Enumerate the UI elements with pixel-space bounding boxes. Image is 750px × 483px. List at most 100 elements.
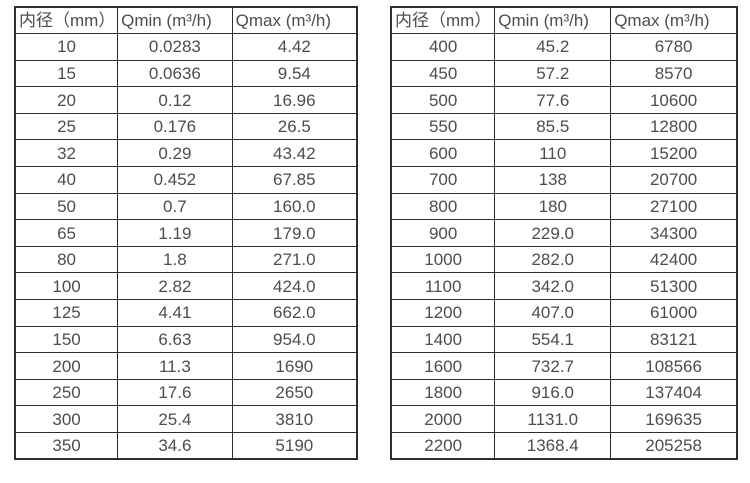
table-cell: 51300 xyxy=(610,272,738,301)
table-cell: 180 xyxy=(494,192,612,221)
table-cell: 2650 xyxy=(231,378,358,407)
table-cell: 169635 xyxy=(610,405,738,433)
table-cell: 250 xyxy=(14,378,119,407)
table-cell: 15200 xyxy=(610,139,738,168)
table-cell: 554.1 xyxy=(494,325,612,354)
table-row: 25 0.176 26.5 xyxy=(14,112,358,141)
column-header: 内径（mm） xyxy=(14,6,119,35)
flow-table-small-diameters: 内径（mm） Qmin (m³/h) Qmax (m³/h) 10 0.0283 4.42… xyxy=(14,6,358,461)
table-cell: 400 xyxy=(390,33,496,61)
table-row: 400 45.2 6780 xyxy=(390,33,738,61)
table-cell: 26.5 xyxy=(231,112,358,141)
table-cell: 342.0 xyxy=(494,272,612,301)
table-cell: 5190 xyxy=(231,432,358,460)
table-cell: 17.6 xyxy=(117,378,233,407)
table-row: 65 1.19 179.0 xyxy=(14,219,358,247)
table-cell: 229.0 xyxy=(494,219,612,247)
table-cell: 45.2 xyxy=(494,33,612,61)
table-cell: 43.42 xyxy=(231,139,358,168)
table-cell: 25.4 xyxy=(117,405,233,433)
table-cell: 16.96 xyxy=(231,86,358,114)
table-cell: 25 xyxy=(14,112,119,141)
table-cell: 550 xyxy=(390,112,496,141)
table-cell: 80 xyxy=(14,245,119,274)
table-cell: 6.63 xyxy=(117,325,233,354)
column-header: Qmin (m³/h) xyxy=(494,6,612,35)
column-header: Qmax (m³/h) xyxy=(610,6,738,35)
table-cell: 11.3 xyxy=(117,352,233,380)
table-row: 100 2.82 424.0 xyxy=(14,272,358,301)
table-cell: 800 xyxy=(390,192,496,221)
table-cell: 0.176 xyxy=(117,112,233,141)
table-cell: 300 xyxy=(14,405,119,433)
table-row: 250 17.6 2650 xyxy=(14,378,358,407)
table-cell: 160.0 xyxy=(231,192,358,221)
table-row: 50 0.7 160.0 xyxy=(14,192,358,221)
table-cell: 110 xyxy=(494,139,612,168)
table-cell: 407.0 xyxy=(494,299,612,327)
table-cell: 6780 xyxy=(610,33,738,61)
flow-table-large-diameters: 内径（mm） Qmin (m³/h) Qmax (m³/h) 400 45.2 6780 4… xyxy=(390,6,738,461)
table-cell: 954.0 xyxy=(231,325,358,354)
table-cell: 108566 xyxy=(610,352,738,380)
table-row: 80 1.8 271.0 xyxy=(14,245,358,274)
table-cell: 1400 xyxy=(390,325,496,354)
table-cell: 83121 xyxy=(610,325,738,354)
table-cell: 2200 xyxy=(390,432,496,460)
table-cell: 0.12 xyxy=(117,86,233,114)
table-row: 800 180 27100 xyxy=(390,192,738,221)
table-row: 10 0.0283 4.42 xyxy=(14,33,358,61)
table-cell: 150 xyxy=(14,325,119,354)
table-cell: 1.8 xyxy=(117,245,233,274)
table-cell: 9.54 xyxy=(231,59,358,88)
table-cell: 1.19 xyxy=(117,219,233,247)
table-cell: 450 xyxy=(390,59,496,88)
table-cell: 77.6 xyxy=(494,86,612,114)
table-cell: 8570 xyxy=(610,59,738,88)
table-row: 350 34.6 5190 xyxy=(14,432,358,460)
table-row: 500 77.6 10600 xyxy=(390,86,738,114)
table-row: 1400 554.1 83121 xyxy=(390,325,738,354)
table-row: 1100 342.0 51300 xyxy=(390,272,738,301)
table-cell: 27100 xyxy=(610,192,738,221)
table-row: 200 11.3 1690 xyxy=(14,352,358,380)
table-row: 450 57.2 8570 xyxy=(390,59,738,88)
table-cell: 600 xyxy=(390,139,496,168)
table-row: 150 6.63 954.0 xyxy=(14,325,358,354)
table-cell: 1600 xyxy=(390,352,496,380)
table-row: 20 0.12 16.96 xyxy=(14,86,358,114)
table-cell: 4.42 xyxy=(231,33,358,61)
table-cell: 42400 xyxy=(610,245,738,274)
table-row: 2000 1131.0 169635 xyxy=(390,405,738,433)
table-cell: 65 xyxy=(14,219,119,247)
table-cell: 500 xyxy=(390,86,496,114)
table-cell: 57.2 xyxy=(494,59,612,88)
table-cell: 15 xyxy=(14,59,119,88)
table-cell: 4.41 xyxy=(117,299,233,327)
table-cell: 20 xyxy=(14,86,119,114)
table-cell: 916.0 xyxy=(494,378,612,407)
table-row: 125 4.41 662.0 xyxy=(14,299,358,327)
table-row: 32 0.29 43.42 xyxy=(14,139,358,168)
table-cell: 50 xyxy=(14,192,119,221)
table-cell: 1100 xyxy=(390,272,496,301)
table-row: 1800 916.0 137404 xyxy=(390,378,738,407)
table-row: 2200 1368.4 205258 xyxy=(390,432,738,460)
table-cell: 1000 xyxy=(390,245,496,274)
table-cell: 282.0 xyxy=(494,245,612,274)
table-row: 1600 732.7 108566 xyxy=(390,352,738,380)
table-cell: 200 xyxy=(14,352,119,380)
column-header: Qmin (m³/h) xyxy=(117,6,233,35)
table-cell: 732.7 xyxy=(494,352,612,380)
table-cell: 424.0 xyxy=(231,272,358,301)
table-cell: 67.85 xyxy=(231,166,358,194)
header-row: 内径（mm） Qmin (m³/h) Qmax (m³/h) xyxy=(14,6,358,35)
table-row: 15 0.0636 9.54 xyxy=(14,59,358,88)
table-cell: 179.0 xyxy=(231,219,358,247)
table-cell: 3810 xyxy=(231,405,358,433)
table-cell: 662.0 xyxy=(231,299,358,327)
table-row: 900 229.0 34300 xyxy=(390,219,738,247)
table-cell: 137404 xyxy=(610,378,738,407)
table-cell: 0.7 xyxy=(117,192,233,221)
table-cell: 32 xyxy=(14,139,119,168)
